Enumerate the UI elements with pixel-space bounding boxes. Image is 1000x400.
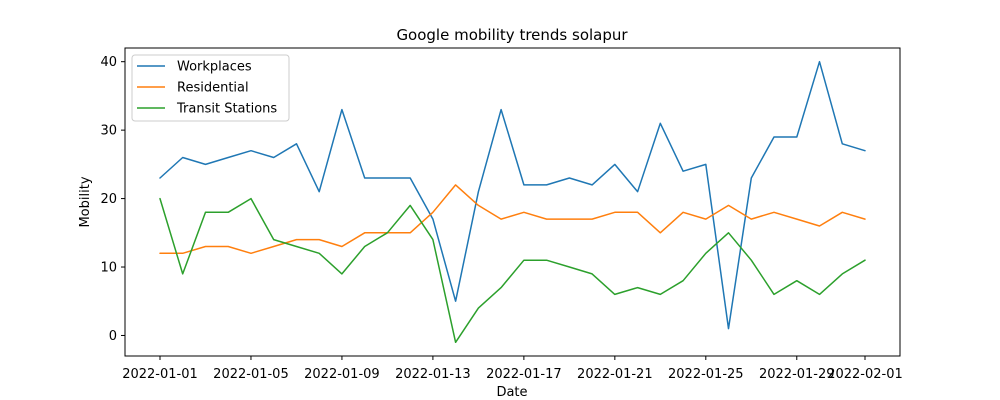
x-tick-label: 2022-01-01: [122, 367, 198, 382]
y-tick-label: 0: [109, 329, 117, 344]
legend-label: Workplaces: [177, 60, 252, 75]
x-tick-label: 2022-01-09: [304, 367, 380, 382]
series-line-transit-stations: [159, 197, 866, 344]
legend-label: Transit Stations: [176, 102, 277, 117]
legend: Workplaces Residential Transit Stations: [131, 54, 290, 122]
x-tick-label: 2022-01-17: [486, 367, 562, 382]
x-tick-label: 2022-01-29: [759, 367, 835, 382]
y-axis-label: Mobility: [78, 176, 93, 227]
series-line-residential: [159, 184, 866, 255]
plot-area: [124, 47, 901, 357]
y-tick-label: 20: [100, 192, 117, 207]
x-tick-label: 2022-01-05: [213, 367, 289, 382]
x-axis: 2022-01-01 2022-01-05 2022-01-09 2022-01-13…: [122, 356, 903, 382]
series-lines: [159, 60, 866, 344]
y-tick-label: 30: [100, 124, 117, 139]
x-tick-label: 2022-01-13: [395, 367, 471, 382]
y-tick-label: 10: [100, 261, 117, 276]
y-tick-label: 40: [100, 55, 117, 70]
x-tick-label: 2022-02-01: [827, 367, 903, 382]
series-line-workplaces: [159, 60, 866, 330]
x-tick-label: 2022-01-25: [668, 367, 744, 382]
legend-label: Residential: [177, 81, 249, 96]
x-tick-label: 2022-01-21: [577, 367, 653, 382]
chart-title: Google mobility trends solapur: [396, 26, 628, 44]
legend-box: [131, 54, 290, 122]
y-axis: 0 10 20 30 40: [100, 55, 125, 344]
x-axis-label: Date: [496, 385, 527, 400]
